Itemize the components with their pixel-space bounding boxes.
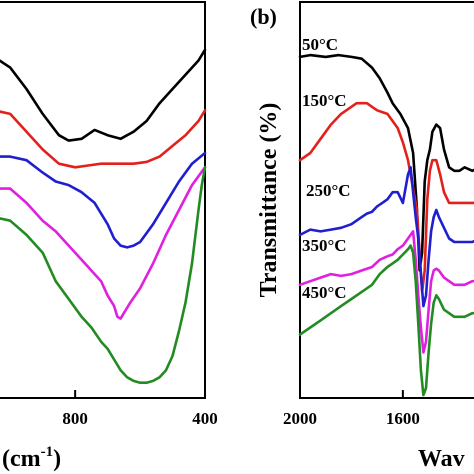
panel-a-series-line-2 [0, 109, 207, 169]
panel-b-series-line-4 [298, 230, 474, 354]
panel-a-series-line-3 [0, 151, 207, 249]
panel-b-xlabel: Wav [418, 446, 465, 472]
panel-a-xlabel-sup: -1 [41, 444, 54, 460]
panel-b-series-line-5 [298, 244, 474, 397]
panel-a-xlabel: (cm-1) [2, 444, 61, 472]
panel-b-series-label-2: 150°C [302, 91, 347, 110]
panel-b-x-tick-label-1: 2000 [283, 409, 317, 428]
panel-b-series-labels: 50°C 150°C 250°C 350°C 450°C [302, 35, 351, 302]
panel-a-series-line-4 [0, 166, 207, 320]
panel-a: 800 400 (cm-1) [0, 1, 218, 472]
panel-b-series-line-3 [298, 166, 474, 308]
panel-a-xlabel-main: (cm [2, 446, 41, 472]
panel-b-series-label-3: 250°C [306, 181, 351, 200]
panel-a-x-tick-label-2: 400 [192, 409, 218, 428]
panel-a-x-tick-label-1: 800 [62, 409, 88, 428]
panel-a-lines [0, 48, 207, 384]
panel-b-lines [298, 53, 474, 397]
panel-b-series-label-4: 350°C [302, 236, 347, 255]
panel-a-ticks: 800 400 [62, 390, 218, 428]
panel-a-frame [0, 1, 206, 399]
panel-b: 2000 1600 50°C 150°C 250°C 350°C 450°C (b) Tr… [250, 1, 474, 472]
panel-b-x-tick-label-2: 1600 [386, 409, 420, 428]
panel-a-series-line-1 [0, 48, 207, 142]
panel-b-series-label-1: 50°C [302, 35, 338, 54]
panel-b-ticks: 2000 1600 [283, 390, 420, 428]
panel-a-xlabel-tail: ) [53, 446, 61, 472]
panel-b-series-label-5: 450°C [302, 283, 347, 302]
panel-b-label: (b) [250, 4, 277, 29]
panel-a-series-line-5 [0, 166, 207, 384]
panel-b-frame [299, 1, 474, 399]
panel-b-ylabel: Transmittance (%) [256, 103, 282, 298]
